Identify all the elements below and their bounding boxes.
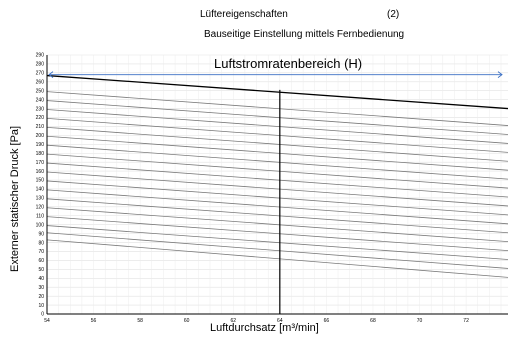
y-tick-label: 270: [36, 71, 45, 77]
y-tick-label: 50: [38, 267, 44, 273]
y-tick-label: 130: [36, 196, 45, 202]
y-tick-label: 290: [36, 53, 45, 59]
y-tick-label: 0: [41, 312, 44, 318]
x-axis-title: Luftdurchsatz [m³/min]: [210, 322, 319, 334]
y-tick-label: 170: [36, 160, 45, 166]
fan-curve: [46, 91, 508, 126]
grid: [47, 54, 508, 314]
y-axis-title: Externer statischer Druck [Pa]: [9, 126, 21, 272]
y-tick-label: 90: [38, 231, 44, 237]
tick-labels: 0 10 20 30 40 50 60 70 80 90 100 110 120 130 140 150 160…: [36, 53, 469, 324]
x-tick-label: 70: [417, 318, 423, 324]
y-tick-label: 150: [36, 178, 45, 184]
main-fan-curve: [46, 74, 508, 110]
fan-curve: [46, 198, 508, 234]
fan-curve: [46, 216, 508, 251]
x-tick-label: 54: [44, 318, 50, 324]
range-arrow-left-head: [48, 71, 54, 79]
fan-curve: [46, 207, 508, 243]
fan-curve: [46, 126, 508, 162]
y-tick-label: 220: [36, 115, 45, 121]
y-tick-label: 200: [36, 133, 45, 139]
fan-curve: [46, 135, 508, 171]
y-tick-label: 160: [36, 169, 45, 175]
x-tick-label: 64: [277, 318, 283, 324]
y-tick-label: 10: [38, 303, 44, 309]
y-tick-label: 190: [36, 142, 45, 148]
y-tick-label: 280: [36, 62, 45, 68]
axes: [46, 55, 508, 315]
y-tick-label: 70: [38, 249, 44, 255]
x-tick-label: 62: [230, 318, 236, 324]
y-tick-label: 80: [38, 240, 44, 246]
x-tick-label: 72: [463, 318, 469, 324]
chart-number: (2): [387, 9, 400, 20]
x-tick-label: 68: [370, 318, 376, 324]
fan-curve: [46, 232, 508, 269]
y-tick-label: 110: [36, 213, 44, 219]
fan-curve: [46, 144, 508, 180]
y-tick-label: 210: [36, 124, 45, 130]
fan-curve: [46, 225, 508, 260]
y-tick-label: 100: [36, 222, 45, 228]
y-tick-label: 120: [36, 205, 45, 211]
y-tick-label: 250: [36, 88, 45, 94]
range-arrow-right-head: [497, 71, 503, 79]
fan-curve: [46, 118, 508, 153]
y-tick-label: 60: [38, 258, 44, 264]
y-tick-label: 180: [36, 151, 45, 157]
fan-curve: [46, 180, 508, 216]
fan-curve: [46, 239, 508, 278]
x-tick-label: 56: [91, 318, 97, 324]
airflow-range-label: Luftstromratenbereich (H): [214, 56, 362, 71]
y-tick-label: 30: [38, 285, 44, 291]
fan-curve: [46, 109, 508, 144]
curves: [46, 71, 508, 314]
y-tick-label: 140: [36, 187, 45, 193]
fan-curve: [46, 153, 508, 189]
fan-curve: [46, 189, 508, 225]
fan-curve: [46, 162, 508, 198]
x-tick-label: 60: [184, 318, 190, 324]
x-tick-label: 66: [324, 318, 330, 324]
x-tick-label: 58: [137, 318, 143, 324]
y-tick-label: 230: [36, 106, 45, 112]
chart-subtitle: Bauseitige Einstellung mittels Fernbedie…: [204, 29, 405, 40]
y-tick-label: 20: [38, 294, 44, 300]
fan-curve: [46, 100, 508, 135]
y-tick-label: 40: [38, 276, 44, 282]
y-tick-label: 260: [36, 79, 45, 85]
chart-title: Lüftereigenschaften: [200, 9, 288, 20]
y-tick-label: 240: [36, 97, 45, 103]
fan-curve: [46, 171, 508, 207]
